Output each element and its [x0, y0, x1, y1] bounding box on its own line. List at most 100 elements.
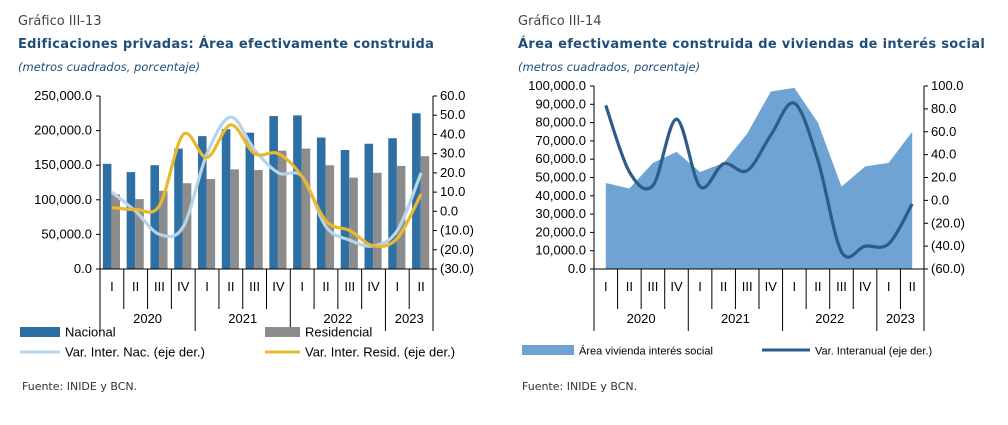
x-tick-label: I	[604, 279, 608, 294]
left-tick-label: 90,000.0	[535, 96, 586, 111]
figure-label: Gráfico III-13	[18, 14, 102, 29]
year-label: 2020	[627, 311, 656, 326]
right-tick-label: (20.0)	[931, 215, 965, 230]
bar-nacional	[293, 115, 302, 269]
left-tick-label: 150,000.0	[34, 157, 92, 172]
right-tick-label: (40.0)	[931, 238, 965, 253]
x-tick-label: IV	[272, 279, 285, 294]
chart-svg: 0.0 50,000.0 100,000.0 150,000.0 200,000.0 25…	[20, 88, 474, 360]
left-tick-label: 0.0	[568, 261, 586, 276]
x-tick-label: III	[742, 279, 753, 294]
right-tick-label: 80.0	[931, 101, 956, 116]
year-label: 2022	[323, 311, 352, 326]
left-tick-label: 200,000.0	[34, 123, 92, 138]
bar-residencial	[254, 170, 263, 269]
x-tick-label: IV	[859, 279, 872, 294]
chart-panel-1: Gráfico III-13 Edificaciones privadas: Á…	[0, 0, 500, 425]
left-tick-label: 50,000.0	[41, 226, 92, 241]
left-tick-label: 100,000.0	[34, 192, 92, 207]
bar-residencial	[230, 169, 239, 269]
bar-nacional	[340, 149, 350, 269]
x-tick-label: I	[698, 279, 702, 294]
bar-nacional	[245, 132, 255, 269]
left-tick-label: 50,000.0	[535, 170, 586, 185]
bar-residencial	[182, 183, 192, 269]
left-tick-label: 30,000.0	[535, 206, 586, 221]
left-tick-label: 0.0	[74, 261, 92, 276]
line-series	[604, 101, 914, 259]
bar-residencial	[373, 172, 382, 269]
x-tick-label: IV	[177, 279, 190, 294]
bar-residencial	[349, 177, 358, 269]
right-tick-label: 20.0	[931, 170, 956, 185]
bar-nacional	[150, 165, 159, 269]
bar-nacional	[126, 172, 136, 269]
chart-title: Área efectivamente construida de viviend…	[518, 37, 986, 52]
x-tick-label: III	[344, 279, 355, 294]
right-tick-label: (60.0)	[931, 261, 965, 276]
chart-subtitle: (metros cuadrados, porcentaje)	[518, 60, 701, 74]
x-tick-label: III	[249, 279, 260, 294]
x-tick-label: I	[300, 279, 304, 294]
x-tick-label: II	[720, 279, 727, 294]
bar-residencial	[206, 179, 216, 269]
legend-label: Var. Inter. Nac. (eje der.)	[65, 345, 205, 360]
bar-nacional	[197, 136, 207, 269]
source-note: Fuente: INIDE y BCN.	[522, 380, 638, 393]
x-tick-label: IV	[670, 279, 683, 294]
x-tick-label: III	[836, 279, 847, 294]
x-tick-label: II	[626, 279, 633, 294]
legend-label: Var. Inter. Resid. (eje der.)	[305, 345, 455, 360]
x-tick-label: II	[909, 279, 916, 294]
area-series	[605, 87, 913, 269]
chart-panel-2: Gráfico III-14 Área efectivamente constr…	[500, 0, 1008, 425]
right-tick-label: (30.0)	[440, 261, 474, 276]
bar-nacional	[174, 148, 183, 269]
right-tick-label: (20.0)	[440, 242, 474, 257]
x-tick-label: II	[814, 279, 821, 294]
right-tick-label: 100.0	[931, 80, 964, 93]
x-tick-label: II	[227, 279, 234, 294]
bar-nacional	[269, 116, 278, 270]
right-tick-label: 50.0	[440, 107, 465, 122]
source-note: Fuente: INIDE y BCN.	[22, 380, 138, 393]
x-tick-label: IV	[765, 279, 778, 294]
bar-residencial	[277, 150, 287, 269]
year-label: 2022	[815, 311, 844, 326]
left-tick-label: 70,000.0	[535, 133, 586, 148]
bar-residencial	[301, 148, 311, 269]
bar-residencial	[420, 156, 430, 269]
bar-residencial	[111, 194, 120, 269]
bar-nacional	[388, 138, 397, 269]
bar-nacional	[221, 129, 231, 269]
bar-residencial	[158, 190, 168, 269]
year-label: 2023	[886, 311, 915, 326]
bar-residencial	[396, 165, 406, 269]
year-label: 2023	[395, 311, 424, 326]
right-tick-label: 60.0	[440, 88, 465, 103]
legend-label: Var. Interanual (eje der.)	[815, 346, 932, 358]
right-tick-label: 10.0	[440, 184, 465, 199]
left-tick-label: 40,000.0	[535, 188, 586, 203]
legend-label: Nacional	[65, 325, 116, 340]
right-tick-label: 60.0	[931, 124, 956, 139]
right-tick-label: 20.0	[440, 165, 465, 180]
right-tick-label: 30.0	[440, 146, 465, 161]
year-label: 2021	[228, 311, 257, 326]
x-tick-label: I	[887, 279, 891, 294]
legend-swatch	[265, 327, 300, 337]
left-tick-label: 60,000.0	[535, 151, 586, 166]
legend-label: Área vivienda interés social	[579, 345, 713, 358]
x-tick-label: III	[154, 279, 165, 294]
left-tick-label: 10,000.0	[535, 243, 586, 258]
line-series	[111, 123, 423, 249]
bar-nacional	[102, 163, 112, 269]
legend-swatch	[20, 327, 60, 337]
x-tick-label: II	[417, 279, 424, 294]
x-tick-label: II	[132, 279, 139, 294]
bar-nacional	[316, 137, 326, 269]
x-tick-label: I	[793, 279, 797, 294]
bar-nacional	[412, 113, 421, 269]
left-tick-label: 250,000.0	[34, 88, 92, 103]
x-tick-label: IV	[367, 279, 380, 294]
